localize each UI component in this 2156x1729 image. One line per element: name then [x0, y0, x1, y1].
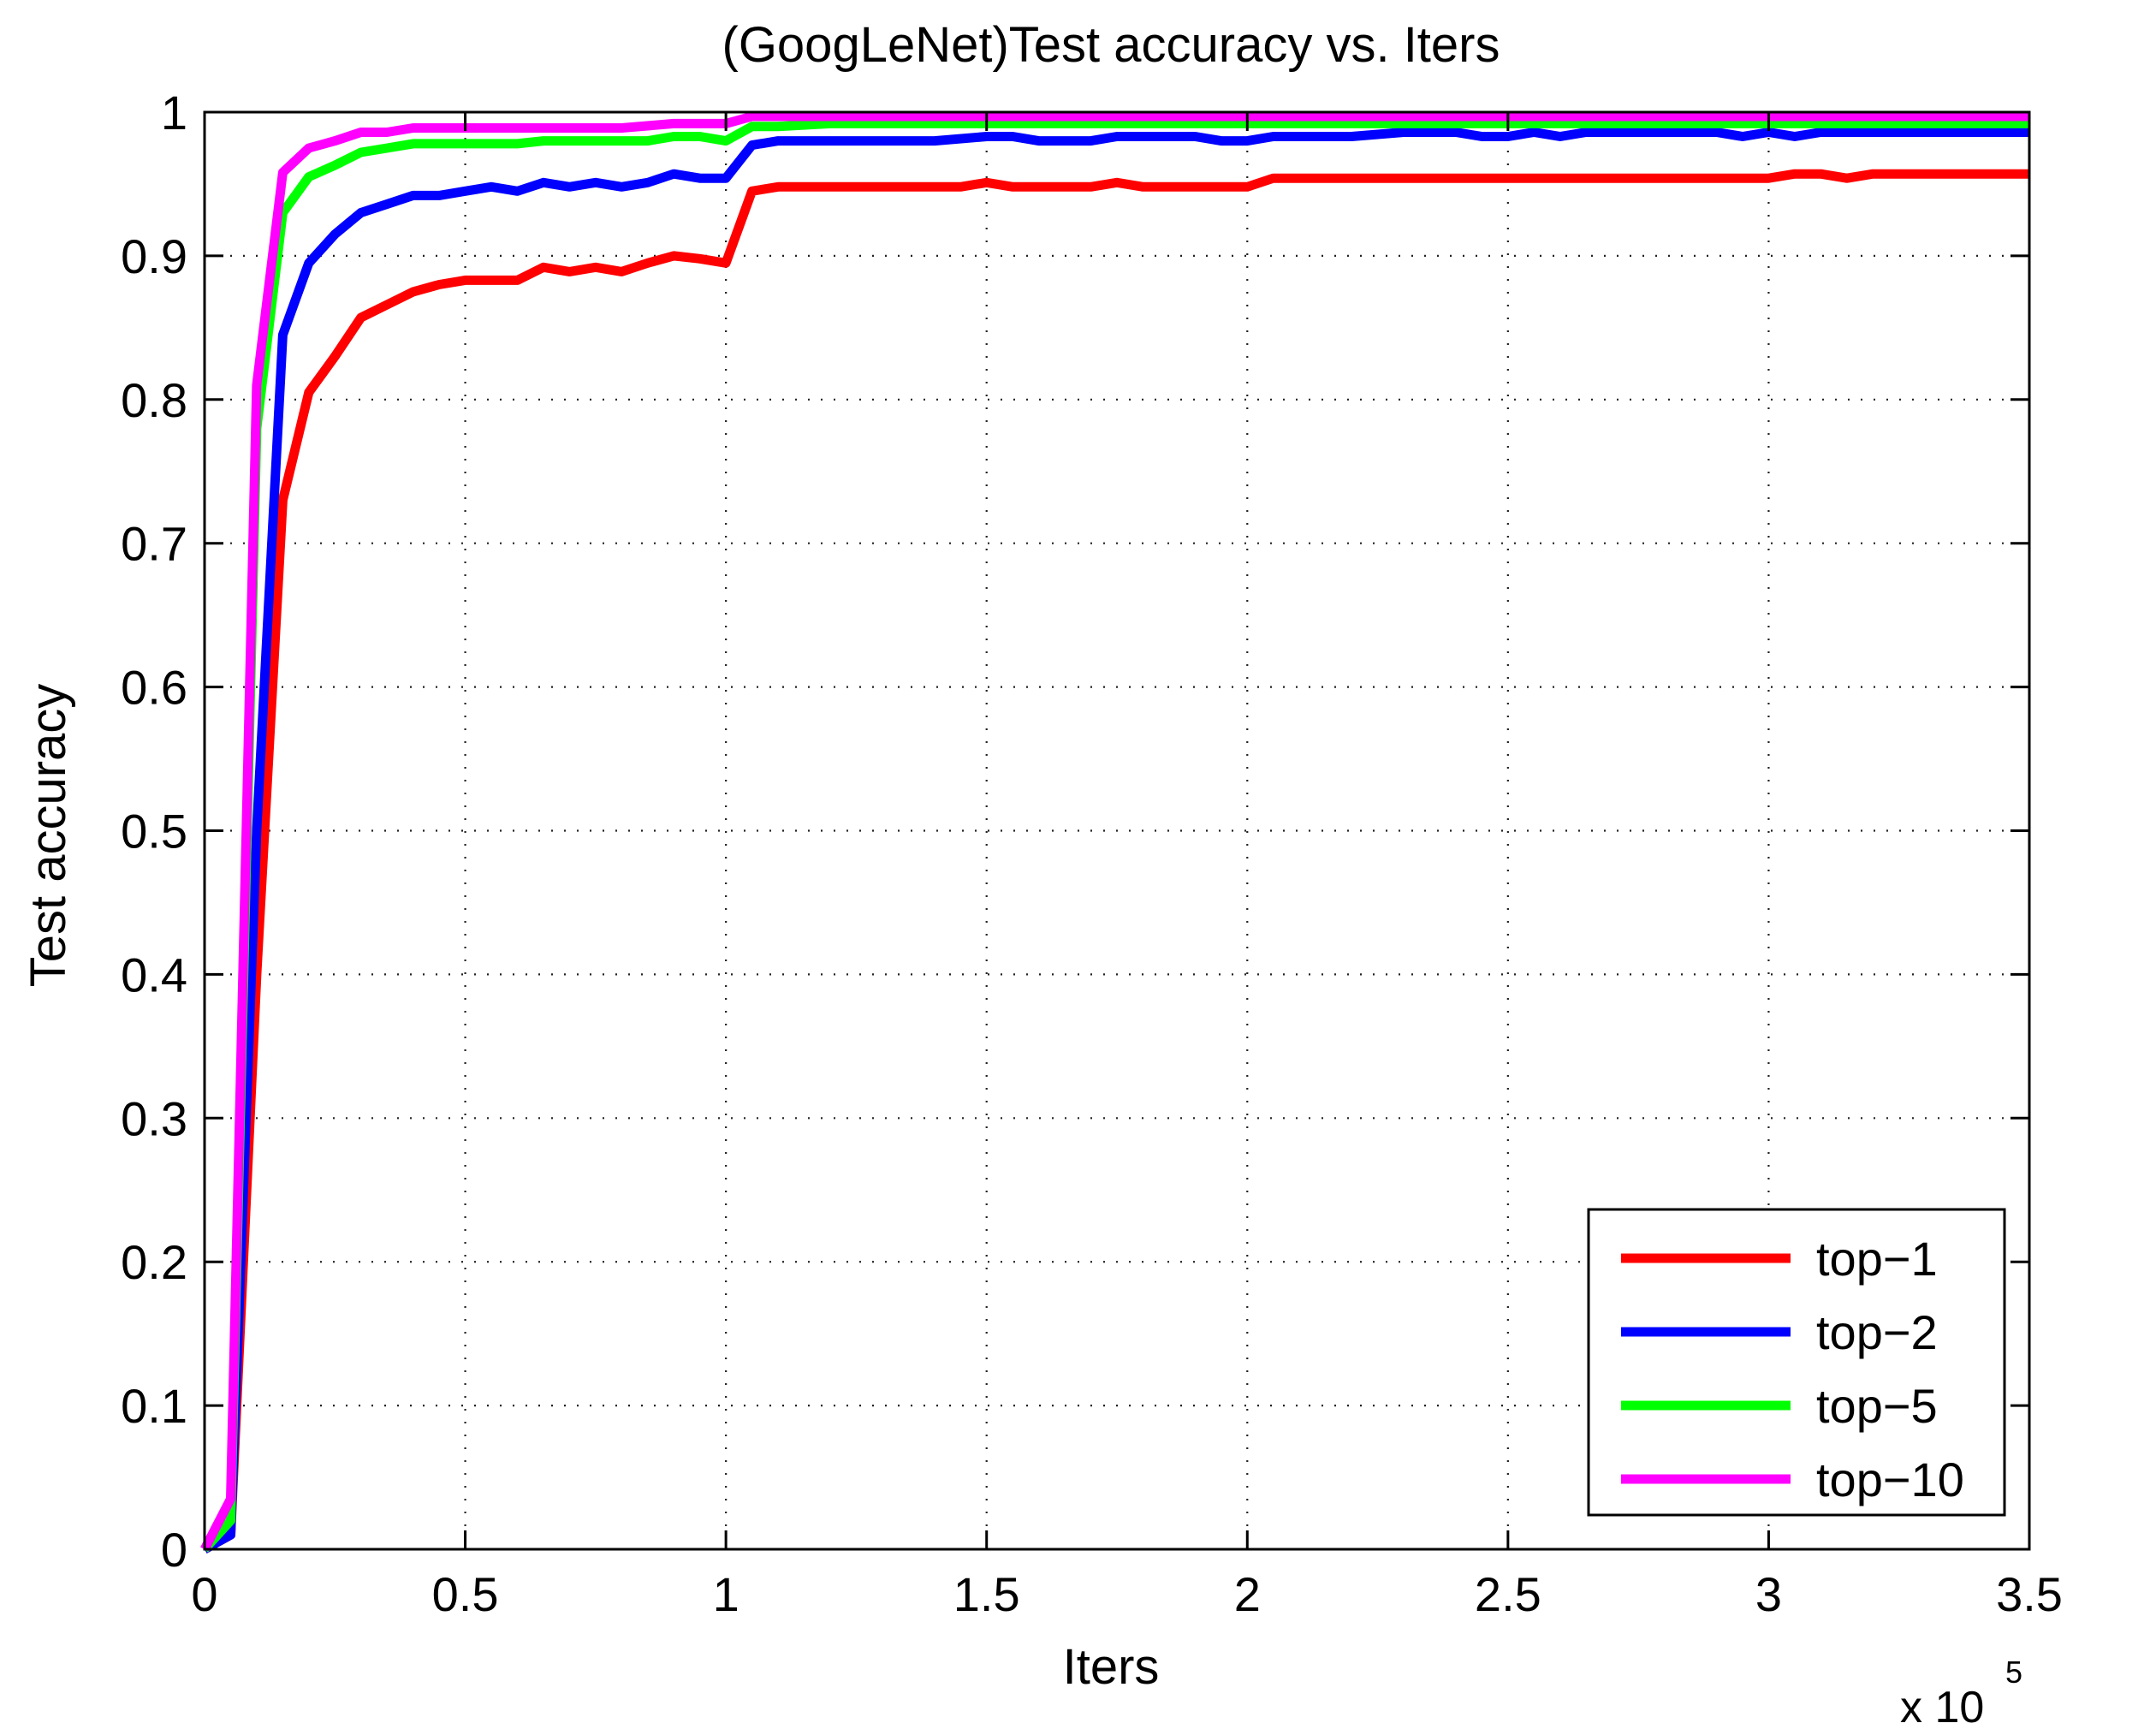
y-tick-label: 0.7 — [121, 517, 187, 571]
x-tick-label: 3.5 — [1996, 1567, 2063, 1621]
y-tick-label: 1 — [161, 86, 187, 140]
y-axis-label: Test accuracy — [21, 684, 76, 988]
series-lines — [200, 111, 2029, 1554]
legend-items: top−1 top−2 top−5 top−10 — [1621, 1232, 1964, 1506]
x-tick-label: 1.5 — [953, 1567, 1020, 1621]
y-tick-label: 0.5 — [121, 805, 187, 859]
y-tick-label: 0.2 — [121, 1235, 187, 1289]
x-tick-label: 3 — [1755, 1567, 1782, 1621]
y-tick-label: 0.1 — [121, 1379, 187, 1433]
x-axis-label: Iters — [1063, 1639, 1160, 1695]
legend: top−1 top−2 top−5 top−10 — [1587, 1208, 2006, 1517]
grid-lines — [205, 112, 2029, 1549]
series-line-top-5 — [200, 118, 2029, 1553]
legend-label: top−10 — [1816, 1453, 1964, 1506]
series-line-top-2 — [202, 128, 2029, 1554]
x-tick-label: 0 — [191, 1567, 217, 1621]
chart-title: (GoogLeNet)Test accuracy vs. Iters — [722, 17, 1500, 73]
x-tick-label: 2 — [1234, 1567, 1261, 1621]
legend-label: top−2 — [1816, 1305, 1938, 1359]
y-tick-label: 0.4 — [121, 948, 187, 1001]
legend-label: top−1 — [1816, 1232, 1938, 1286]
y-tick-label: 0.6 — [121, 661, 187, 715]
x-axis-exponent-base: x 10 — [1900, 1683, 1984, 1729]
x-tick-label: 2.5 — [1475, 1567, 1541, 1621]
y-tick-label: 0.8 — [121, 373, 187, 427]
x-tick-label: 0.5 — [432, 1567, 499, 1621]
y-tick-label: 0.9 — [121, 229, 187, 283]
series-line-top-10 — [200, 111, 2029, 1552]
y-tick-label: 0.3 — [121, 1091, 187, 1145]
x-axis-exponent-power: 5 — [2005, 1655, 2022, 1690]
y-tick-label: 0 — [161, 1523, 187, 1577]
legend-label: top−5 — [1816, 1379, 1938, 1433]
axis-ticks: 0 0.5 1 1.5 2 2.5 3 3.5 0 0.1 0.2 0.3 0.4 0.5 0.6 0.7 0.… — [121, 86, 2063, 1621]
series-line-top-1 — [202, 169, 2029, 1554]
x-tick-label: 1 — [713, 1567, 739, 1621]
